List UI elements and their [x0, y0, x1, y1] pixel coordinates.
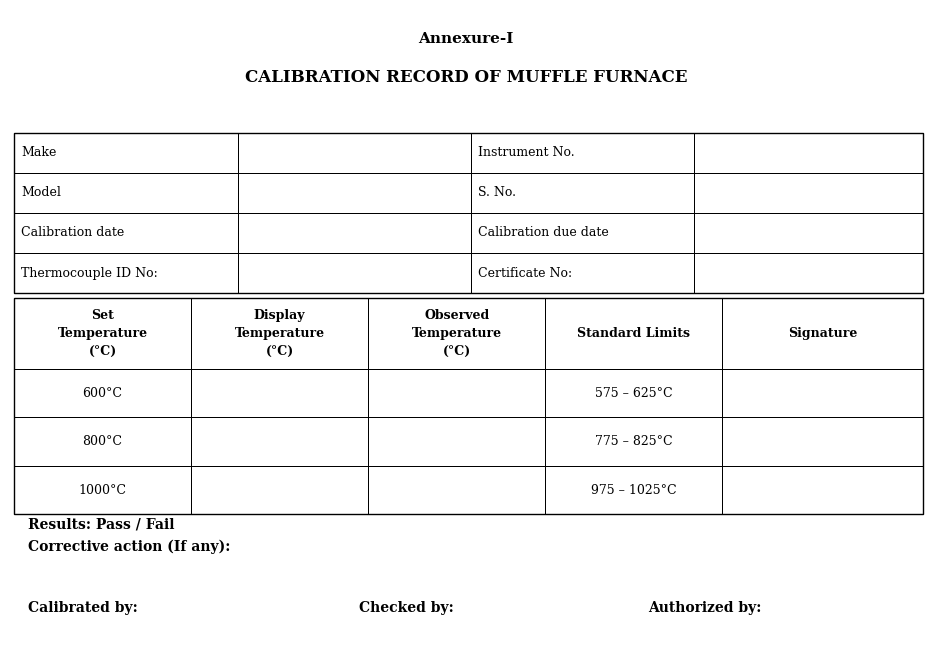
Text: Calibration due date: Calibration due date [478, 226, 609, 239]
Bar [368, 466, 545, 514]
Bar [722, 417, 923, 466]
Text: Observed
Temperature
(°C): Observed Temperature (°C) [412, 309, 501, 358]
Text: Checked by:: Checked by: [359, 601, 454, 615]
Text: Results: Pass / Fail: Results: Pass / Fail [28, 517, 174, 531]
Bar [238, 213, 471, 253]
Bar [545, 417, 722, 466]
Text: 600°C: 600°C [83, 386, 122, 400]
Text: Authorized by:: Authorized by: [648, 601, 761, 615]
Bar [14, 298, 923, 514]
Bar [545, 466, 722, 514]
Bar [14, 133, 923, 293]
Text: Instrument No.: Instrument No. [478, 146, 575, 159]
Text: Model: Model [21, 186, 62, 199]
Text: Corrective action (If any):: Corrective action (If any): [28, 540, 230, 554]
Bar [238, 173, 471, 213]
Bar [471, 133, 694, 173]
Text: Make: Make [21, 146, 57, 159]
Bar [14, 369, 191, 417]
Bar [545, 298, 722, 369]
Bar [694, 253, 923, 293]
Text: 1000°C: 1000°C [78, 483, 127, 497]
Bar [722, 466, 923, 514]
Bar [368, 417, 545, 466]
Bar [191, 298, 368, 369]
Bar [471, 213, 694, 253]
Bar [14, 253, 238, 293]
Bar [191, 417, 368, 466]
Bar [14, 173, 238, 213]
Bar [722, 298, 923, 369]
Bar [545, 369, 722, 417]
Bar [368, 298, 545, 369]
Bar [471, 253, 694, 293]
Bar [14, 417, 191, 466]
Bar [238, 253, 471, 293]
Bar [694, 173, 923, 213]
Text: 575 – 625°C: 575 – 625°C [595, 386, 673, 400]
Text: Certificate No:: Certificate No: [478, 267, 572, 280]
Text: Calibrated by:: Calibrated by: [28, 601, 138, 615]
Text: Calibration date: Calibration date [21, 226, 125, 239]
Text: Standard Limits: Standard Limits [577, 327, 691, 340]
Bar [694, 213, 923, 253]
Text: Annexure-I: Annexure-I [418, 32, 514, 46]
Bar [238, 133, 471, 173]
Bar [14, 133, 238, 173]
Text: Signature: Signature [788, 327, 857, 340]
Text: 800°C: 800°C [83, 435, 122, 448]
Bar [14, 466, 191, 514]
Text: S. No.: S. No. [478, 186, 516, 199]
Bar [368, 369, 545, 417]
Bar [14, 213, 238, 253]
Bar [191, 466, 368, 514]
Bar [191, 369, 368, 417]
Text: CALIBRATION RECORD OF MUFFLE FURNACE: CALIBRATION RECORD OF MUFFLE FURNACE [245, 69, 687, 86]
Bar [14, 298, 191, 369]
Text: 975 – 1025°C: 975 – 1025°C [591, 483, 677, 497]
Bar [471, 173, 694, 213]
Bar [694, 133, 923, 173]
Bar [722, 369, 923, 417]
Text: 775 – 825°C: 775 – 825°C [595, 435, 673, 448]
Text: Thermocouple ID No:: Thermocouple ID No: [21, 267, 158, 280]
Text: Set
Temperature
(°C): Set Temperature (°C) [58, 309, 147, 358]
Text: Display
Temperature
(°C): Display Temperature (°C) [235, 309, 324, 358]
